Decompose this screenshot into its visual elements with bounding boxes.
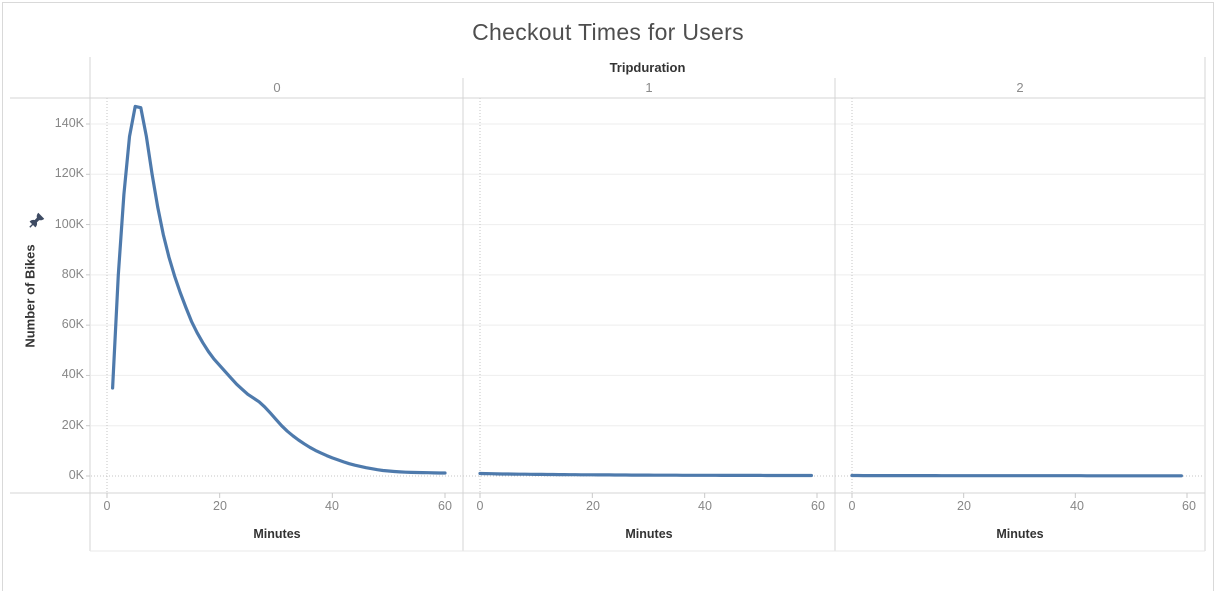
y-tick-label: 0K xyxy=(68,468,84,482)
panel-header-1: 1 xyxy=(645,80,653,95)
x-tick-label: 40 xyxy=(698,499,712,513)
y-tick-label: 80K xyxy=(61,267,84,281)
x-tick-label: 40 xyxy=(325,499,339,513)
x-tick-label: 60 xyxy=(1182,499,1196,513)
pin-icon[interactable] xyxy=(29,212,45,228)
panel-header-0: 0 xyxy=(273,80,281,95)
x-tick-label: 20 xyxy=(957,499,971,513)
y-axis-title: Number of Bikes xyxy=(22,244,38,348)
x-tick-label: 0 xyxy=(476,499,484,513)
x-tick-label: 0 xyxy=(848,499,856,513)
chart-title: Checkout Times for Users xyxy=(472,19,744,45)
y-tick-label: 120K xyxy=(54,166,84,180)
x-tick-label: 20 xyxy=(586,499,600,513)
x-tick-label: 60 xyxy=(811,499,825,513)
x-tick-label: 60 xyxy=(438,499,452,513)
x-axis-title: Minutes xyxy=(625,527,673,541)
x-tick-label: 20 xyxy=(213,499,227,513)
panel-header-2: 2 xyxy=(1016,80,1024,95)
x-tick-label: 40 xyxy=(1070,499,1084,513)
y-tick-label: 40K xyxy=(61,367,84,381)
y-tick-label: 20K xyxy=(61,418,84,432)
series-line-panel-1[interactable] xyxy=(478,471,813,478)
y-tick-label: 60K xyxy=(61,317,84,331)
column-field-label: Tripduration xyxy=(609,60,686,75)
y-tick-label: 100K xyxy=(54,217,84,231)
x-tick-label: 0 xyxy=(103,499,111,513)
series-line-panel-0[interactable] xyxy=(111,104,447,475)
x-axis-title: Minutes xyxy=(253,527,301,541)
y-tick-label: 140K xyxy=(54,116,84,130)
x-axis-title: Minutes xyxy=(996,527,1044,541)
